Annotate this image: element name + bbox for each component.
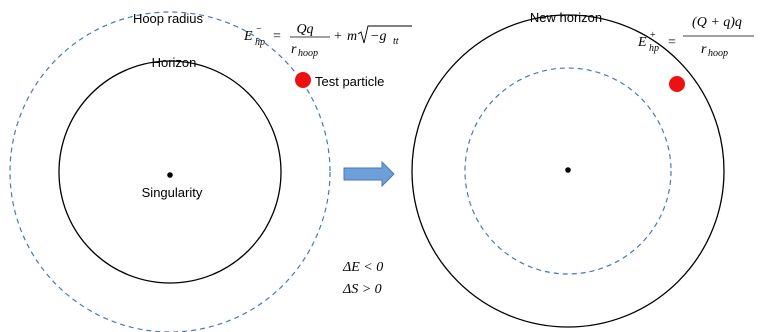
horizon-circle	[58, 60, 282, 284]
entropy-change-label: ΔS > 0	[342, 282, 382, 297]
right-eq-numerator: (Q + q)q	[692, 15, 742, 30]
right-eq-denominator: r	[701, 42, 707, 57]
singularity-dot-right	[565, 167, 571, 173]
left-eq-denominator: r	[291, 42, 297, 57]
left-equation: E − hp = Qq r hoop + m −g tt	[243, 22, 412, 59]
left-eq-equals: =	[273, 29, 281, 44]
test-particle	[295, 72, 311, 88]
left-eq-plus: +	[334, 29, 342, 44]
right-eq-lhs-subscript: hp	[649, 43, 659, 54]
new-horizon-circle	[411, 14, 725, 328]
left-eq-denominator-subscript: hoop	[298, 48, 318, 59]
new-horizon-label: New horizon	[530, 10, 602, 25]
test-particle-label: Test particle	[315, 74, 384, 89]
right-eq-lhs-superscript: +	[650, 30, 656, 41]
left-panel: Singularity Horizon Hoop radius Test par…	[9, 11, 412, 332]
right-eq-equals: =	[668, 35, 676, 50]
right-eq-denominator-subscript: hoop	[708, 48, 728, 59]
left-eq-numerator: Qq	[296, 22, 313, 37]
singularity-dot	[167, 172, 173, 178]
absorbed-test-particle	[669, 76, 685, 92]
change-annotations: ΔE < 0 ΔS > 0	[342, 260, 383, 297]
right-panel: New horizon E + hp = (Q + q)q r hoop	[411, 10, 754, 328]
left-eq-radicand-subscript: tt	[393, 36, 399, 47]
left-eq-sqrt-sign	[357, 25, 412, 44]
right-equation: E + hp = (Q + q)q r hoop	[637, 15, 754, 59]
hoop-radius-label: Hoop radius	[133, 11, 204, 26]
transition-arrow	[343, 160, 395, 188]
energy-change-label: ΔE < 0	[342, 260, 383, 275]
left-eq-mass: m	[347, 29, 357, 44]
left-eq-lhs-superscript: −	[256, 24, 262, 35]
left-eq-lhs: E	[243, 29, 253, 44]
singularity-label: Singularity	[142, 185, 203, 200]
left-eq-lhs-subscript: hp	[255, 37, 265, 48]
old-hoop-circle	[464, 67, 672, 275]
left-eq-radicand: −g	[370, 29, 386, 44]
horizon-label: Horizon	[152, 55, 197, 70]
right-eq-lhs: E	[637, 35, 647, 50]
hoop-radius-circle	[9, 11, 331, 332]
